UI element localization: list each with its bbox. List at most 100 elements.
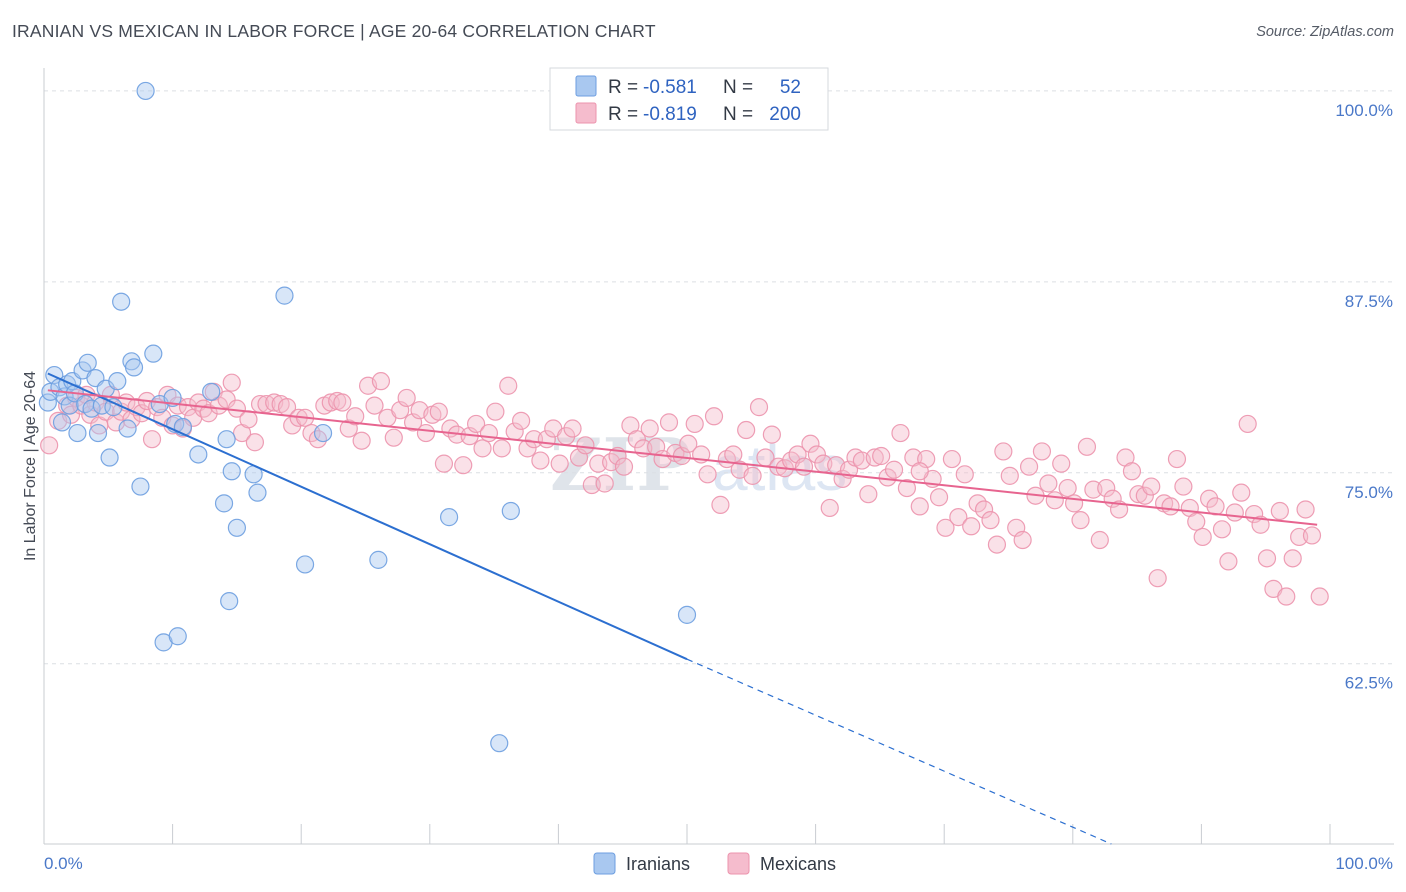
mexicans-point [1251, 515, 1270, 534]
mexicans-point [962, 517, 981, 536]
legend-n-value-mexicans: 200 [769, 104, 801, 125]
mexicans-point [929, 488, 949, 507]
mexicans-point [942, 449, 962, 469]
mexicans-point [1232, 483, 1251, 502]
mexicans-point [711, 495, 730, 514]
mexicans-point [1302, 526, 1322, 545]
mexicans-points [40, 372, 1329, 606]
mexicans-point [217, 390, 236, 409]
mexicans-point [1187, 512, 1206, 531]
mexicans-point [743, 466, 762, 485]
y-axis-label: In Labor Force | Age 20-64 [22, 371, 39, 561]
mexicans-point [627, 430, 646, 449]
mexicans-point [659, 413, 679, 432]
iranians-point [112, 292, 131, 311]
mexicans-point [142, 430, 162, 449]
mexicans-point [679, 434, 698, 453]
iranians-point [295, 555, 315, 574]
mexicans-point [974, 500, 994, 519]
mexicans-point [576, 436, 595, 455]
y-tick-label: 75.0% [1345, 483, 1393, 502]
iranians-point [248, 483, 267, 502]
mexicans-point [884, 460, 904, 479]
iranians-point [490, 734, 509, 753]
mexicans-point [762, 425, 781, 444]
mexicans-point [397, 388, 416, 408]
mexicans-point [1148, 569, 1167, 588]
legend-swatch-iranians [575, 75, 597, 97]
mexicans-point [416, 423, 436, 443]
x-tick-label: 0.0% [44, 854, 83, 873]
mexicans-point [1142, 477, 1161, 496]
mexicans-point [685, 414, 704, 434]
iranians-point [222, 462, 241, 481]
series-legend-label-iranians: Iranians [626, 854, 690, 874]
gridlines [44, 90, 1394, 665]
chart-title: IRANIAN VS MEXICAN IN LABOR FORCE | AGE … [12, 21, 656, 41]
source-label: Source: ZipAtlas.com [1256, 24, 1394, 40]
mexicans-point [865, 448, 884, 467]
mexicans-point [365, 396, 384, 415]
mexicans-point [1000, 466, 1019, 485]
mexicans-point [595, 474, 614, 493]
mexicans-point [698, 465, 717, 484]
mexicans-point [859, 485, 878, 504]
mexicans-point [1310, 587, 1329, 606]
legend-n-value-iranians: 52 [780, 77, 801, 98]
x-tick-labels: 0.0% 100.0% [44, 854, 1393, 873]
y-tick-label: 100.0% [1335, 101, 1393, 120]
mexicans-point [512, 411, 531, 430]
legend-r-label-mexicans: R = [608, 104, 638, 125]
stats-legend: R = -0.581 N = 52 R = -0.819 N = 200 [549, 67, 829, 131]
iranians-point [124, 358, 144, 377]
mexicans-point [106, 413, 126, 432]
mexicans-point [987, 535, 1007, 554]
mexicans-point [801, 434, 820, 453]
iranians-point [275, 286, 294, 305]
mexicans-point [466, 414, 486, 434]
legend-r-label-iranians: R = [608, 77, 638, 98]
mexicans-point [1090, 530, 1109, 550]
iranians-point [217, 430, 236, 449]
mexicans-point [820, 498, 839, 518]
iranians-point [100, 448, 119, 467]
mexicans-point [222, 373, 241, 392]
iranians-point [131, 477, 150, 496]
mexicans-point [492, 439, 511, 458]
mexicans-point [955, 465, 974, 484]
mexicans-point [563, 419, 582, 438]
iranians-point [136, 81, 155, 101]
mexicans-point [1225, 503, 1244, 522]
mexicans-point [897, 478, 917, 498]
mexicans-point [1238, 414, 1257, 434]
mexicans-point [531, 451, 550, 470]
iranians-point [78, 353, 97, 372]
iranians-point [501, 501, 520, 521]
mexicans-point [1212, 520, 1232, 539]
mexicans-point [1058, 478, 1077, 498]
y-tick-label: 62.5% [1345, 674, 1393, 693]
mexicans-point [981, 511, 1000, 530]
iranians-point [313, 423, 333, 443]
mexicans-point [1097, 478, 1116, 498]
iranians-point [52, 413, 72, 432]
mexicans-point [479, 423, 499, 443]
series-legend-label-mexicans: Mexicans [760, 854, 836, 874]
iranians-point [189, 445, 208, 464]
iranians-point [82, 399, 101, 418]
mexicans-point [910, 497, 929, 516]
series-legend-swatch-mexicans [727, 852, 750, 875]
mexicans-point [352, 431, 371, 450]
mexicans-point [454, 456, 473, 475]
mexicans-point [434, 454, 454, 473]
iranians-point [144, 344, 163, 363]
mexicans-point [384, 428, 403, 447]
legend-swatch-mexicans [575, 102, 597, 124]
x-tick-label: 100.0% [1335, 854, 1393, 873]
iranians-point [88, 423, 108, 443]
mexicans-point [518, 439, 537, 458]
mexicans-point [245, 433, 265, 452]
mexicans-point [749, 398, 769, 417]
mexicans-point [1071, 511, 1090, 530]
